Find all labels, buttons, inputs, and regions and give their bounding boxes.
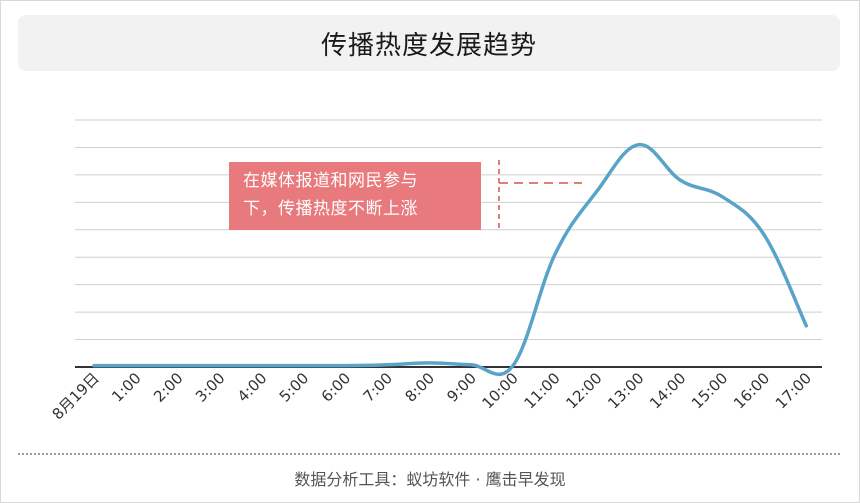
x-tick-label: 15:00 xyxy=(688,369,731,412)
annotation-line-1: 在媒体报道和网民参与 xyxy=(243,171,418,191)
x-tick-label: 14:00 xyxy=(646,369,689,412)
x-tick-label: 2:00 xyxy=(150,369,187,406)
footer-source: 数据分析工具：蚁坊软件 · 鹰击早发现 xyxy=(294,470,566,489)
x-tick-label: 8月19日 xyxy=(49,369,103,423)
x-tick-label: 11:00 xyxy=(520,369,563,412)
x-tick-label: 16:00 xyxy=(730,369,773,412)
x-tick-label: 17:00 xyxy=(772,369,815,412)
x-tick-label: 3:00 xyxy=(192,369,229,406)
title-bar: 传播热度发展趋势 xyxy=(18,15,840,71)
chart-title: 传播热度发展趋势 xyxy=(320,30,537,61)
x-tick-label: 6:00 xyxy=(318,369,355,406)
x-tick-label: 5:00 xyxy=(276,369,313,406)
x-tick-label: 9:00 xyxy=(443,369,480,406)
x-tick-label: 7:00 xyxy=(360,369,397,406)
x-tick-label: 13:00 xyxy=(604,369,647,412)
x-tick-label: 8:00 xyxy=(401,369,438,406)
annotation-line-2: 下，传播热度不断上涨 xyxy=(243,199,418,219)
footer-divider xyxy=(18,453,840,455)
x-tick-label: 4:00 xyxy=(234,369,271,406)
line-chart: 8月19日 1:00 2:00 3:00 4:00 5:00 6:00 7:00 8:00 9:0… xyxy=(49,119,822,423)
series-line xyxy=(92,142,809,376)
x-tick-label: 12:00 xyxy=(562,369,605,412)
annotation-box: 在媒体报道和网民参与 下，传播热度不断上涨 xyxy=(229,162,481,230)
x-tick-label: 1:00 xyxy=(108,369,145,406)
